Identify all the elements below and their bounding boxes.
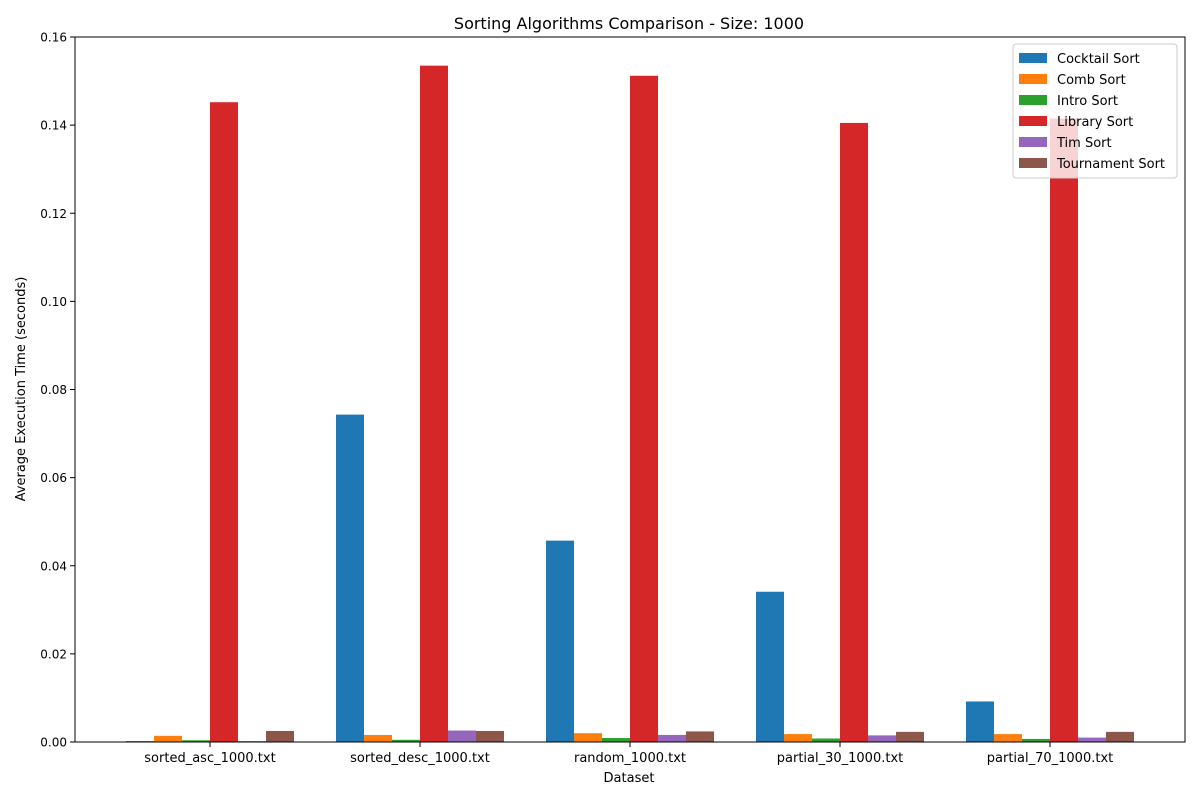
bar (896, 731, 924, 742)
y-tick-label: 0.04 (40, 559, 67, 573)
bar (364, 734, 392, 742)
x-tick-label: random_1000.txt (574, 751, 686, 766)
bars-layer (126, 65, 1134, 743)
y-tick-label: 0.10 (40, 295, 67, 309)
x-tick-label: partial_30_1000.txt (777, 751, 904, 766)
bar (966, 701, 994, 742)
bar (420, 65, 448, 742)
bar (1106, 731, 1134, 742)
y-tick-label: 0.02 (40, 647, 67, 661)
bar (868, 735, 896, 742)
legend-label: Tournament Sort (1056, 157, 1165, 172)
x-axis-label: Dataset (604, 771, 655, 786)
legend-label: Intro Sort (1057, 94, 1118, 109)
x-tick-label: sorted_asc_1000.txt (144, 751, 275, 766)
legend-swatch (1019, 74, 1047, 84)
x-tick-label: partial_70_1000.txt (987, 751, 1114, 766)
bar (1078, 737, 1106, 742)
bar (476, 730, 504, 742)
bar (546, 540, 574, 742)
bar (840, 122, 868, 743)
bar (602, 738, 630, 742)
bar (994, 734, 1022, 742)
y-tick-label: 0.14 (40, 119, 67, 133)
chart-title: Sorting Algorithms Comparison - Size: 10… (454, 14, 804, 33)
bar (336, 414, 364, 742)
bar (812, 738, 840, 742)
y-axis: 0.00 0.02 0.04 0.06 0.08 0.10 0.12 0.14 0.16 (40, 31, 75, 750)
legend: Cocktail Sort Comb Sort Intro Sort Library … (1012, 43, 1178, 179)
bar (448, 730, 476, 742)
legend-swatch (1019, 95, 1047, 105)
bar (784, 734, 812, 742)
bar (574, 733, 602, 742)
bar (658, 734, 686, 742)
legend-label: Tim Sort (1056, 136, 1112, 151)
y-tick-label: 0.06 (40, 471, 67, 485)
legend-label: Library Sort (1057, 115, 1133, 130)
bar (392, 739, 420, 742)
y-tick-label: 0.12 (40, 207, 67, 221)
y-tick-label: 0.00 (40, 736, 67, 750)
bar (756, 591, 784, 742)
x-axis: sorted_asc_1000.txt sorted_desc_1000.txt r… (144, 742, 1113, 766)
bar (630, 75, 658, 742)
y-axis-label: Average Execution Time (seconds) (14, 277, 29, 502)
bar (154, 735, 182, 742)
legend-swatch (1019, 137, 1047, 147)
y-tick-label: 0.08 (40, 383, 67, 397)
legend-box (1012, 43, 1178, 179)
legend-swatch (1019, 116, 1047, 126)
bar (210, 102, 238, 742)
legend-swatch (1019, 53, 1047, 63)
y-tick-label: 0.16 (40, 31, 67, 45)
x-tick-label: sorted_desc_1000.txt (350, 751, 490, 766)
legend-label: Cocktail Sort (1057, 52, 1140, 67)
bar (182, 740, 210, 742)
bar (1050, 118, 1078, 742)
bar (266, 730, 294, 742)
legend-swatch (1019, 158, 1047, 168)
legend-label: Comb Sort (1057, 73, 1126, 88)
bar (686, 731, 714, 742)
bar (1022, 738, 1050, 742)
